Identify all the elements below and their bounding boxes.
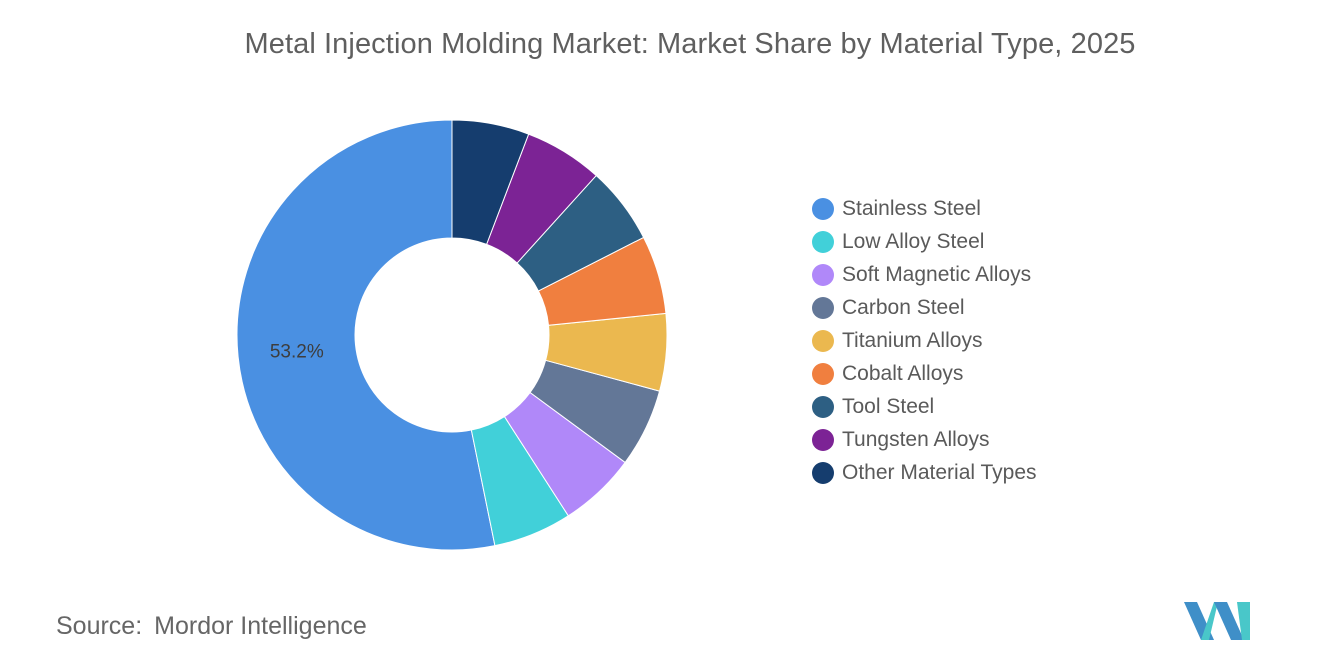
- legend-swatch: [812, 428, 834, 451]
- donut-chart: 53.2%: [236, 119, 668, 551]
- legend-swatch: [812, 197, 834, 220]
- legend-label: Low Alloy Steel: [842, 229, 985, 253]
- legend-label: Titanium Alloys: [842, 328, 983, 352]
- legend-label: Cobalt Alloys: [842, 361, 964, 385]
- legend-label: Carbon Steel: [842, 295, 965, 319]
- chart-legend: Stainless Steel Low Alloy Steel Soft Magne…: [812, 192, 1037, 489]
- source-label: Source:: [56, 612, 143, 640]
- legend-item-tool-steel: Tool Steel: [812, 390, 1037, 423]
- legend-item-other-material-types: Other Material Types: [812, 456, 1037, 489]
- legend-item-stainless-steel: Stainless Steel: [812, 192, 1037, 225]
- legend-label: Other Material Types: [842, 460, 1037, 484]
- donut-slice-other-material-types: [451, 119, 530, 246]
- chart-title: Metal Injection Molding Market: Market S…: [244, 28, 1136, 60]
- data-label-stainless-steel: 53.2%: [270, 342, 324, 363]
- legend-swatch: [812, 461, 834, 484]
- legend-item-low-alloy-steel: Low Alloy Steel: [812, 225, 1037, 258]
- legend-label: Soft Magnetic Alloys: [842, 262, 1032, 286]
- legend-label: Tool Steel: [842, 394, 935, 418]
- legend-swatch: [812, 329, 834, 352]
- source-note: Source: Mordor Intelligence: [56, 612, 367, 641]
- mordor-intelligence-logo-icon: [1184, 602, 1250, 640]
- legend-label: Tungsten Alloys: [842, 427, 990, 451]
- legend-swatch: [812, 296, 834, 319]
- legend-item-soft-magnetic-alloys: Soft Magnetic Alloys: [812, 258, 1037, 291]
- legend-label: Stainless Steel: [842, 196, 981, 220]
- legend-item-cobalt-alloys: Cobalt Alloys: [812, 357, 1037, 390]
- legend-swatch: [812, 395, 834, 418]
- legend-item-titanium-alloys: Titanium Alloys: [812, 324, 1037, 357]
- legend-item-tungsten-alloys: Tungsten Alloys: [812, 423, 1037, 456]
- legend-item-carbon-steel: Carbon Steel: [812, 291, 1037, 324]
- legend-swatch: [812, 230, 834, 253]
- donut-slice-stainless-steel: [236, 119, 496, 551]
- legend-swatch: [812, 362, 834, 385]
- legend-swatch: [812, 263, 834, 286]
- source-value: Mordor Intelligence: [154, 612, 367, 640]
